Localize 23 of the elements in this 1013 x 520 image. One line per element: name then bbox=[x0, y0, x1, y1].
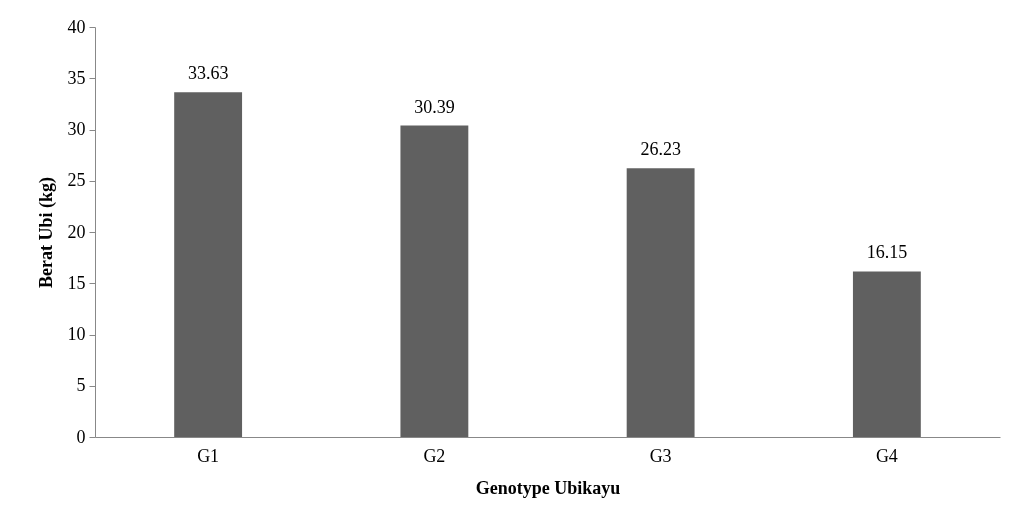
y-tick-label: 0 bbox=[76, 426, 86, 447]
y-tick-label: 40 bbox=[67, 16, 86, 37]
bar bbox=[626, 168, 695, 437]
y-tick-label: 35 bbox=[67, 67, 86, 88]
y-tick-label: 30 bbox=[67, 119, 86, 139]
x-axis-title: Genotype Ubikayu bbox=[475, 477, 621, 498]
data-label: 26.23 bbox=[640, 139, 681, 160]
data-label: 33.63 bbox=[187, 63, 229, 84]
x-tick-label: G3 bbox=[649, 445, 672, 466]
y-tick-label: 10 bbox=[67, 324, 86, 344]
y-tick-label: 5 bbox=[76, 375, 86, 396]
data-label: 30.39 bbox=[414, 96, 455, 117]
bar bbox=[400, 125, 469, 437]
y-tick-label: 15 bbox=[67, 272, 86, 293]
bar bbox=[852, 271, 921, 437]
bar bbox=[174, 92, 243, 437]
x-tick-label: G1 bbox=[197, 445, 220, 466]
x-tick-label: G4 bbox=[875, 445, 898, 466]
y-tick-label: 20 bbox=[67, 221, 86, 242]
y-tick-label: 25 bbox=[67, 170, 86, 191]
data-label: 16.15 bbox=[866, 242, 908, 263]
x-tick-label: G2 bbox=[423, 445, 446, 466]
y-axis-title: Berat Ubi (kg) bbox=[35, 177, 57, 288]
